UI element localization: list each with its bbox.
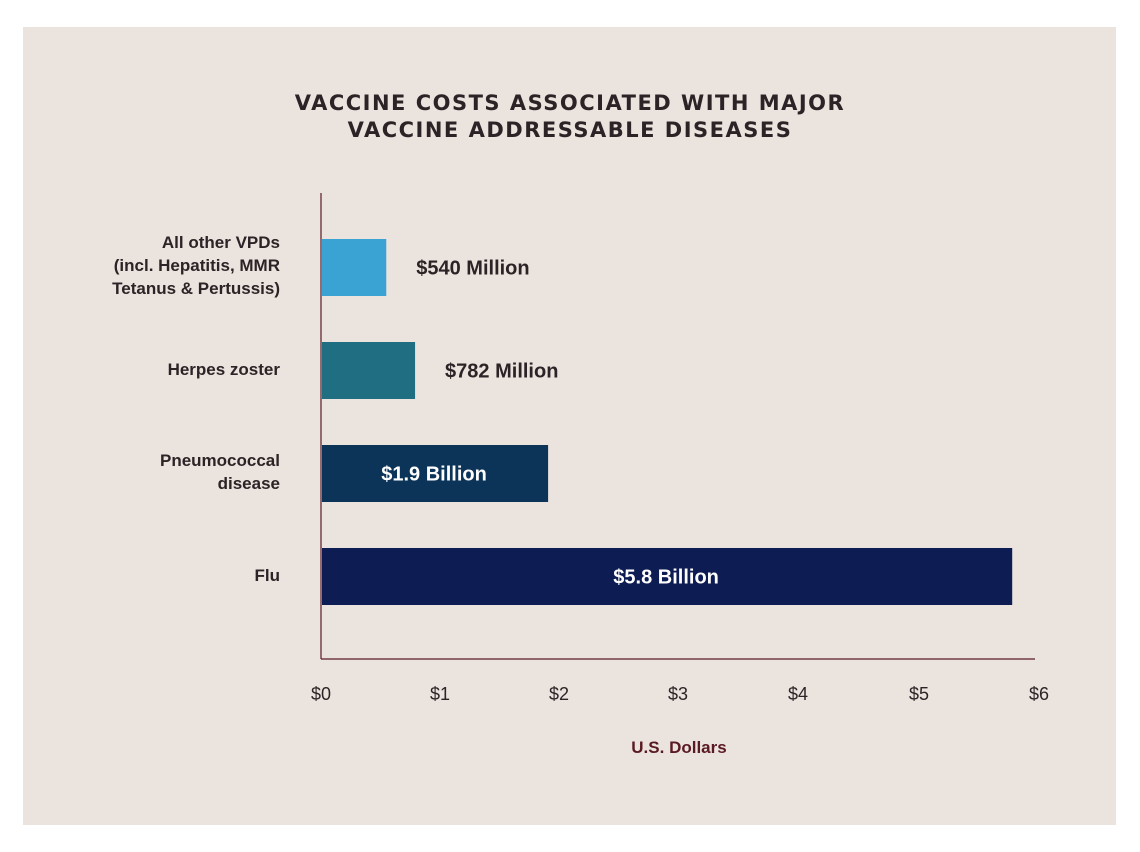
x-tick-label: $3	[667, 684, 689, 704]
x-axis-label: U.S. Dollars	[631, 738, 727, 757]
category-label-herpes-zoster: Herpes zoster	[50, 358, 280, 381]
category-label-line: Tetanus & Pertussis)	[112, 279, 280, 298]
x-tick-label: $4	[787, 684, 809, 704]
bar-data-label-1: $782 Million	[445, 361, 558, 383]
bar-3	[322, 548, 1013, 605]
bar-data-label-3: $5.8 Billion	[613, 567, 719, 589]
bar-data-label-2: $1.9 Billion	[381, 464, 487, 486]
category-label-pneumococcal: Pneumococcal disease	[50, 449, 280, 495]
chart-title-line-2: VACCINE ADDRESSABLE DISEASES	[347, 118, 793, 142]
bar-1	[322, 342, 416, 399]
x-tick-label: $5	[908, 684, 930, 704]
chart-title: VACCINE COSTS ASSOCIATED WITH MAJOR VACC…	[0, 90, 1140, 144]
category-label-line: Flu	[254, 566, 281, 585]
category-label-line: (incl. Hepatitis, MMR	[113, 256, 280, 275]
category-label-other-vpds: All other VPDs (incl. Hepatitis, MMR Tet…	[50, 231, 280, 300]
category-label-line: disease	[217, 474, 280, 493]
category-label-line: Pneumococcal	[160, 451, 280, 470]
x-tick-label: $2	[548, 684, 570, 704]
x-tick-label: $0	[310, 684, 332, 704]
category-label-line: Herpes zoster	[167, 360, 280, 379]
category-label-flu: Flu	[50, 564, 281, 587]
x-tick-label: $6	[1028, 684, 1050, 704]
category-label-line: All other VPDs	[161, 233, 280, 252]
bar-0	[322, 239, 387, 296]
x-tick-label: $1	[429, 684, 451, 704]
chart-title-line-1: VACCINE COSTS ASSOCIATED WITH MAJOR	[294, 91, 846, 115]
bar-data-label-0: $540 Million	[416, 258, 529, 280]
bar-2	[322, 445, 549, 502]
chart-panel	[23, 27, 1116, 825]
